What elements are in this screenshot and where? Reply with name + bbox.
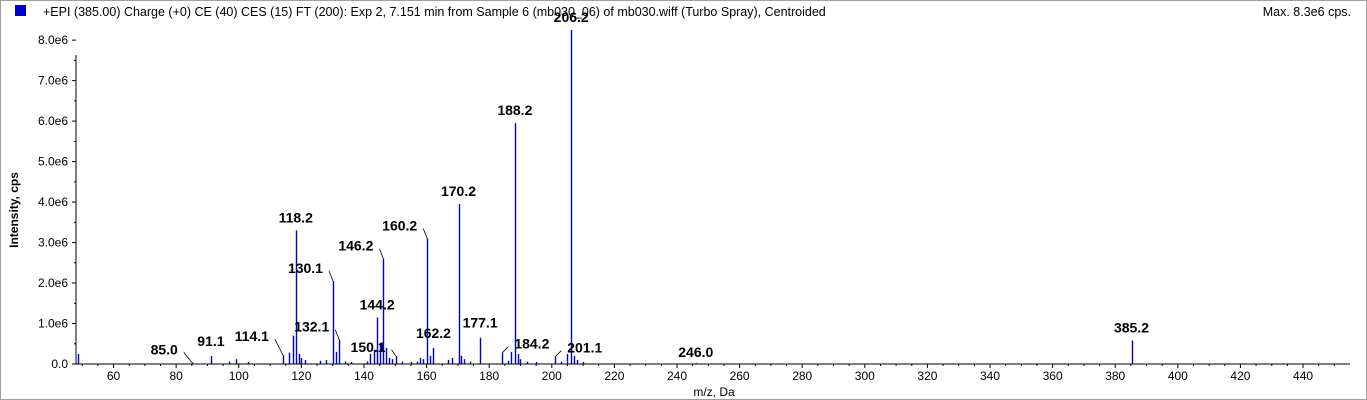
x-tick-label: 100 (229, 369, 249, 383)
y-tick-label: 2.0e6 (38, 276, 68, 290)
x-tick-label: 300 (855, 369, 875, 383)
y-tick-label: 8.0e6 (38, 33, 68, 47)
x-tick-label: 180 (479, 369, 499, 383)
x-tick-label: 260 (730, 369, 750, 383)
peak-label: 91.1 (197, 333, 224, 349)
peak-label-leader (183, 352, 193, 363)
peak-label-leader (422, 228, 428, 239)
peak-label: 144.2 (360, 296, 395, 312)
peak-label: 118.2 (279, 209, 313, 225)
peak-label-leader (554, 350, 562, 357)
x-tick-label: 220 (604, 369, 624, 383)
peak-label: 188.2 (497, 102, 532, 118)
y-tick-label: 0.0 (51, 357, 68, 371)
spectrum-title: +EPI (385.00) Charge (+0) CE (40) CES (1… (43, 5, 826, 19)
x-tick-label: 360 (1043, 369, 1063, 383)
peak-label: 114.1 (235, 328, 269, 344)
peak-label-leader (274, 338, 284, 356)
peak-labels-layer: 85.0 91.1 114.1 118.2 130.1 132.1 144.2 146.2 15… (151, 9, 1149, 363)
spectrum-header: +EPI (385.00) Charge (+0) CE (40) CES (1… (0, 0, 1367, 24)
peak-label: 170.2 (441, 183, 476, 199)
peak-label-leader (379, 248, 384, 259)
y-tick-label: 4.0e6 (38, 195, 68, 209)
y-tick-label: 6.0e6 (38, 114, 68, 128)
peak-label: 146.2 (338, 238, 373, 254)
peak-label: 206.2 (554, 9, 589, 25)
y-tick-label: 5.0e6 (38, 155, 68, 169)
peak-label: 85.0 (151, 341, 178, 357)
x-tick-label: 200 (542, 369, 562, 383)
peak-label-leader (502, 346, 509, 353)
peak-label: 130.1 (288, 260, 323, 276)
y-axis-label: Intensity, cps (7, 172, 21, 248)
series-marker-icon[interactable] (15, 5, 26, 16)
peak-label: 150.1 (351, 339, 386, 355)
x-tick-label: 160 (417, 369, 437, 383)
peak-label: 160.2 (382, 218, 417, 234)
axes-layer: 60 80 100 120 140 160 180 200 220 240 260 280 300 320… (7, 33, 1350, 399)
peak-label-leader (328, 270, 334, 282)
x-tick-label: 120 (291, 369, 311, 383)
x-tick-label: 60 (107, 369, 121, 383)
peak-label: 201.1 (567, 340, 602, 356)
x-tick-label: 320 (917, 369, 937, 383)
peak-label: 385.2 (1114, 320, 1149, 336)
peak-label: 184.2 (514, 336, 549, 352)
x-tick-label: 420 (1230, 369, 1250, 383)
x-tick-label: 440 (1293, 369, 1313, 383)
y-tick-label: 1.0e6 (38, 317, 68, 331)
peak-label: 162.2 (416, 325, 451, 341)
peak-label-leader (391, 349, 396, 357)
x-axis-label: m/z, Da (693, 385, 735, 399)
peak-label: 177.1 (463, 315, 498, 331)
peak-label: 246.0 (678, 344, 713, 360)
x-tick-label: 140 (354, 369, 374, 383)
max-intensity-label: Max. 8.3e6 cps. (1262, 5, 1351, 19)
x-tick-label: 340 (980, 369, 1000, 383)
y-tick-label: 7.0e6 (38, 74, 68, 88)
peaks-layer (77, 30, 1134, 364)
peak-label-leader (334, 329, 340, 340)
y-axis-ticks: 0.0 1.0e6 2.0e6 3.0e6 4.0e6 5.0e6 6.0e6 7.0e6 8.… (38, 33, 76, 371)
peak-label: 132.1 (294, 319, 329, 335)
x-tick-label: 240 (667, 369, 687, 383)
x-tick-label: 400 (1168, 369, 1188, 383)
x-tick-label: 80 (169, 369, 183, 383)
x-tick-label: 280 (792, 369, 812, 383)
x-tick-label: 380 (1105, 369, 1125, 383)
x-axis-ticks: 60 80 100 120 140 160 180 200 220 240 260 280 300 320… (81, 364, 1335, 383)
y-tick-label: 3.0e6 (38, 236, 68, 250)
